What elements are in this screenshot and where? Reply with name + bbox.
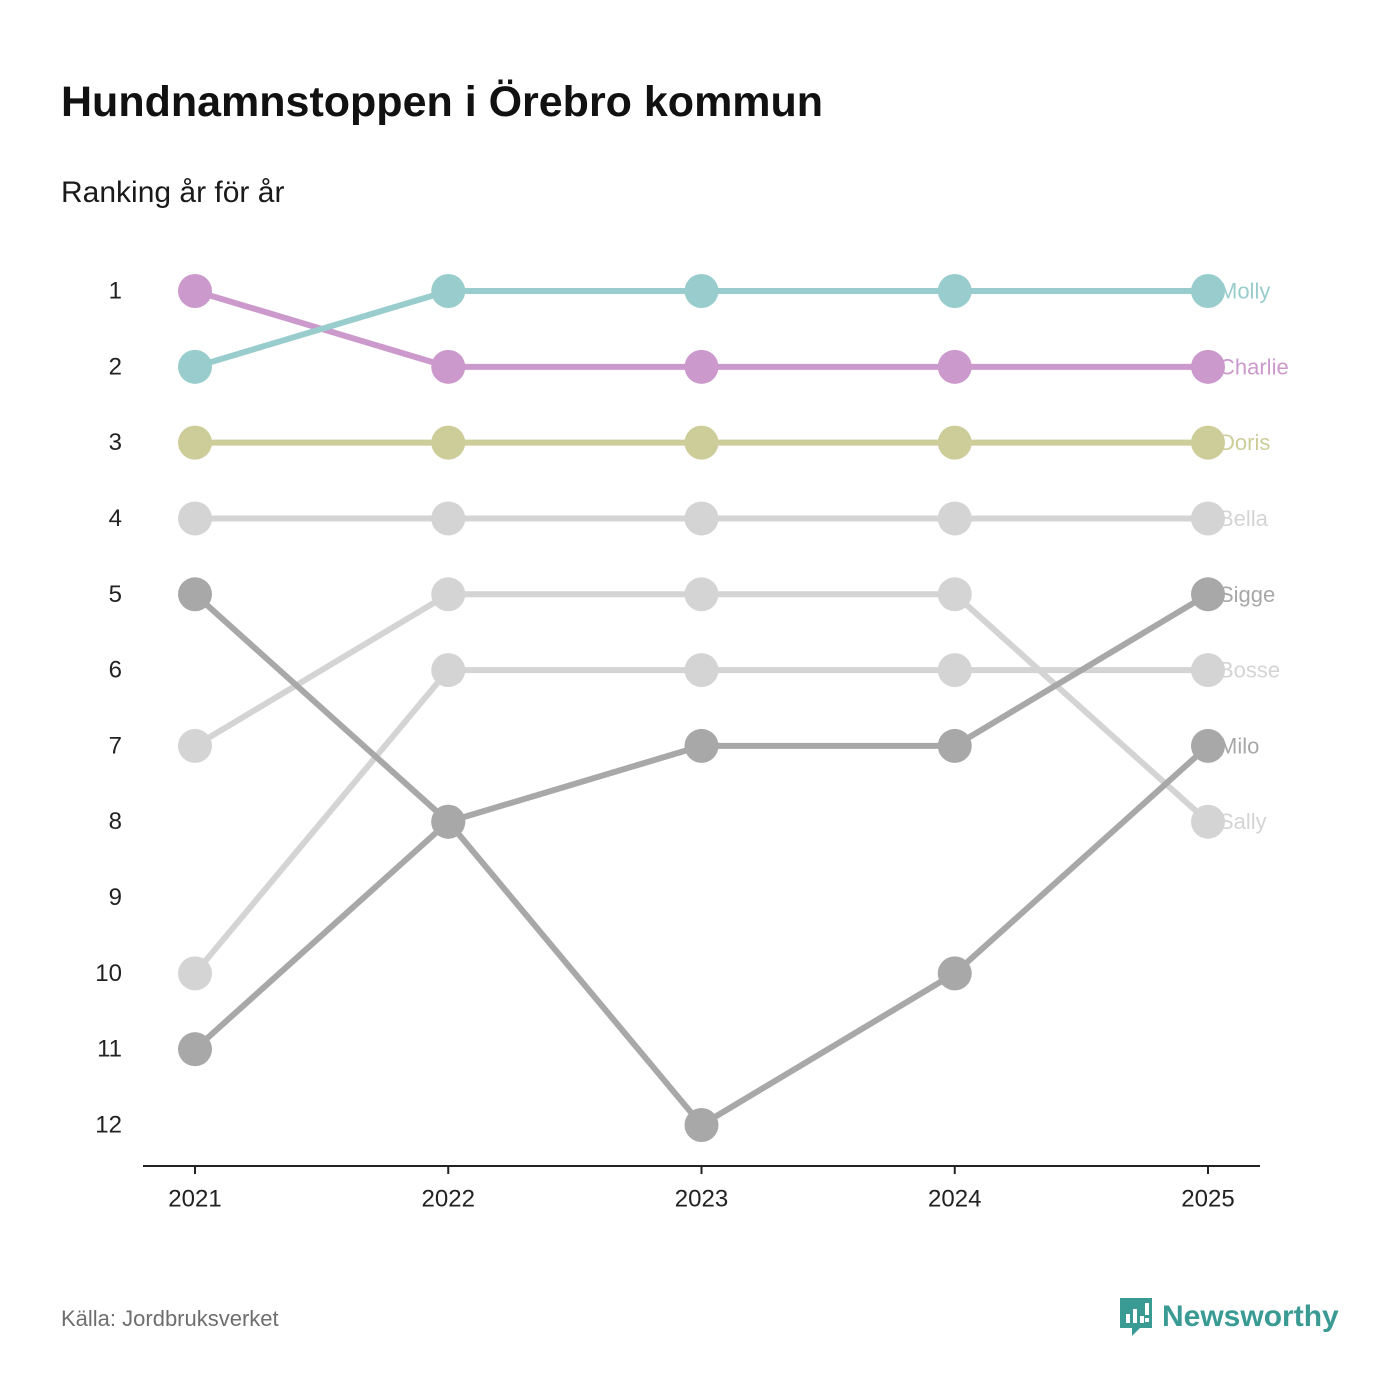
series-point-doris-2025 bbox=[1191, 425, 1225, 460]
series-point-doris-2023 bbox=[684, 425, 719, 460]
x-tick-label-2024: 2024 bbox=[928, 1186, 981, 1213]
series-point-bella-2021 bbox=[178, 501, 212, 536]
y-tick-label-6: 6 bbox=[109, 657, 122, 684]
series-point-milo-2025 bbox=[1191, 728, 1225, 763]
series-point-bella-2023 bbox=[684, 501, 719, 536]
x-tick-label-2021: 2021 bbox=[168, 1186, 221, 1213]
series-point-bella-2024 bbox=[937, 501, 972, 536]
y-tick-label-11: 11 bbox=[97, 1036, 122, 1063]
brand-logo: Newsworthy bbox=[1118, 1296, 1339, 1338]
series-line-bosse bbox=[192, 667, 1211, 977]
series-molly: Molly bbox=[178, 274, 1270, 384]
x-axis: 2021 2022 2023 2024 2025 bbox=[143, 1165, 1260, 1213]
series-point-charlie-2022 bbox=[431, 349, 466, 384]
newsworthy-logo-icon bbox=[1120, 1298, 1152, 1336]
series-doris: Doris bbox=[178, 425, 1270, 460]
source-note: Källa: Jordbruksverket bbox=[61, 1306, 279, 1331]
series-point-milo-2023 bbox=[684, 1108, 719, 1142]
series-point-milo-2024 bbox=[937, 956, 972, 991]
y-tick-label-12: 12 bbox=[95, 1112, 122, 1139]
chart-subtitle: Ranking år för år bbox=[61, 176, 285, 209]
series-point-bella-2022 bbox=[431, 501, 466, 536]
series-bella: Bella bbox=[178, 501, 1269, 536]
series-point-sigge-2024 bbox=[937, 728, 972, 763]
series-point-charlie-2024 bbox=[937, 349, 972, 384]
series-point-molly-2022 bbox=[431, 274, 466, 308]
series-point-bosse-2021 bbox=[178, 956, 212, 991]
series-point-bosse-2022 bbox=[431, 653, 466, 688]
y-tick-label-8: 8 bbox=[109, 808, 122, 835]
brand-name: Newsworthy bbox=[1162, 1300, 1339, 1333]
y-tick-label-4: 4 bbox=[109, 505, 122, 532]
series-point-sally-2025 bbox=[1191, 804, 1225, 839]
series-milo: Milo bbox=[178, 577, 1259, 1142]
series-point-sally-2024 bbox=[937, 577, 972, 612]
y-tick-label-2: 2 bbox=[109, 353, 122, 380]
series-point-charlie-2021 bbox=[178, 274, 212, 308]
series-point-molly-2025 bbox=[1191, 274, 1225, 308]
x-tick-label-2022: 2022 bbox=[422, 1186, 475, 1213]
series-point-doris-2024 bbox=[937, 425, 972, 460]
series-sigge: Sigge bbox=[178, 577, 1275, 1067]
series-point-doris-2021 bbox=[178, 425, 212, 460]
y-tick-label-10: 10 bbox=[95, 960, 122, 987]
series-point-sigge-2025 bbox=[1191, 577, 1225, 612]
x-tick-label-2023: 2023 bbox=[675, 1186, 728, 1213]
series-point-milo-2021 bbox=[178, 577, 212, 612]
series-label-bella: Bella bbox=[1219, 506, 1269, 531]
series-label-bosse: Bosse bbox=[1219, 658, 1280, 683]
series-point-molly-2021 bbox=[178, 349, 212, 384]
series-label-milo: Milo bbox=[1219, 733, 1259, 758]
series-layer: Sally Bosse Bella Sigge Milo Doris Charlie Moll… bbox=[178, 274, 1289, 1142]
series-point-molly-2023 bbox=[684, 274, 719, 308]
series-point-bosse-2025 bbox=[1191, 653, 1225, 688]
y-tick-label-3: 3 bbox=[109, 429, 122, 456]
series-point-charlie-2025 bbox=[1191, 349, 1225, 384]
chart-title: Hundnamnstoppen i Örebro kommun bbox=[61, 78, 824, 126]
series-label-molly: Molly bbox=[1219, 279, 1270, 304]
series-point-sally-2021 bbox=[178, 728, 212, 763]
series-point-doris-2022 bbox=[431, 425, 466, 460]
series-point-bosse-2023 bbox=[684, 653, 719, 688]
series-label-sigge: Sigge bbox=[1219, 582, 1275, 607]
series-point-sigge-2023 bbox=[684, 728, 719, 763]
series-point-sally-2023 bbox=[684, 577, 719, 612]
y-tick-label-9: 9 bbox=[109, 884, 122, 911]
series-point-milo-2022 bbox=[431, 804, 466, 839]
series-label-doris: Doris bbox=[1219, 430, 1270, 455]
series-point-bella-2025 bbox=[1191, 501, 1225, 536]
series-point-sigge-2021 bbox=[178, 1032, 212, 1067]
x-tick-label-2025: 2025 bbox=[1181, 1186, 1234, 1213]
y-tick-label-5: 5 bbox=[109, 581, 122, 608]
series-point-charlie-2023 bbox=[684, 349, 719, 384]
y-tick-label-7: 7 bbox=[109, 732, 122, 759]
series-charlie: Charlie bbox=[178, 274, 1289, 384]
y-tick-label-1: 1 bbox=[109, 278, 122, 305]
series-point-sally-2022 bbox=[431, 577, 466, 612]
series-point-bosse-2024 bbox=[937, 653, 972, 688]
series-point-molly-2024 bbox=[937, 274, 972, 308]
series-label-sally: Sally bbox=[1219, 809, 1267, 834]
series-bosse: Bosse bbox=[178, 653, 1280, 991]
series-label-charlie: Charlie bbox=[1219, 354, 1289, 379]
